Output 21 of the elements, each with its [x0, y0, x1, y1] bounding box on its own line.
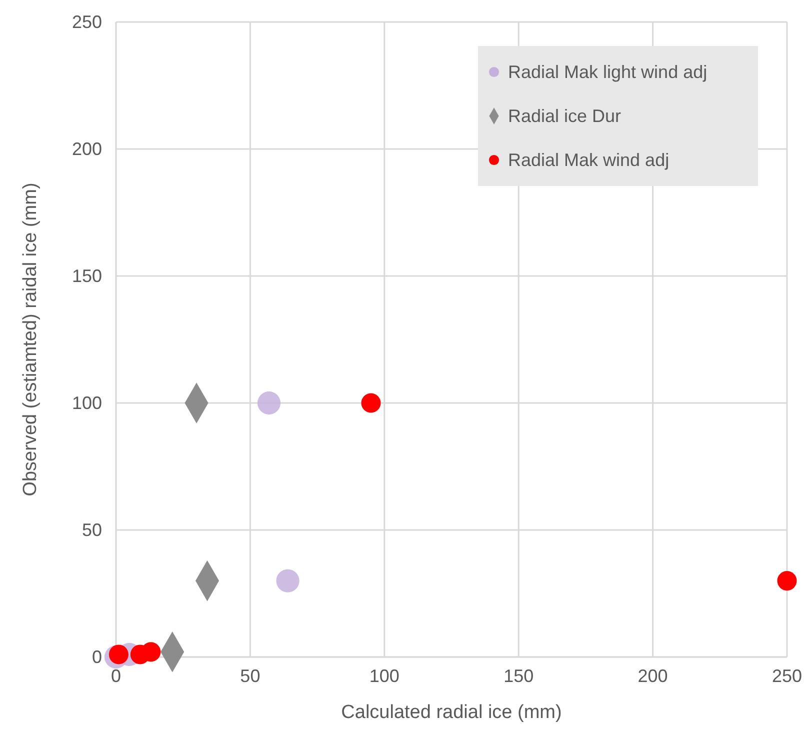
legend-label: Radial ice Dur	[508, 106, 622, 126]
y-tick-label: 200	[72, 138, 102, 159]
x-tick-label: 50	[240, 666, 260, 686]
x-tick-label: 250	[772, 666, 802, 686]
x-tick-label: 200	[638, 666, 668, 686]
legend-label: Radial Mak wind adj	[508, 150, 670, 170]
point	[276, 569, 300, 592]
y-tick-label: 100	[72, 392, 102, 413]
y-tick-label: 50	[82, 520, 102, 540]
point	[257, 391, 281, 415]
y-axis-title: Observed (estiamted) raidal ice (mm)	[20, 182, 41, 496]
x-axis-title: Calculated radial ice (mm)	[341, 702, 562, 723]
y-tick-label: 250	[72, 12, 102, 32]
point	[777, 571, 797, 591]
x-tick-label: 0	[110, 666, 122, 686]
x-tick-label: 150	[504, 666, 534, 686]
y-tick-label: 0	[92, 646, 102, 667]
x-tick-label: 100	[369, 666, 400, 686]
y-tick-label: 150	[72, 266, 102, 286]
legend-label: Radial Mak light wind adj	[508, 62, 708, 82]
point	[361, 393, 381, 413]
